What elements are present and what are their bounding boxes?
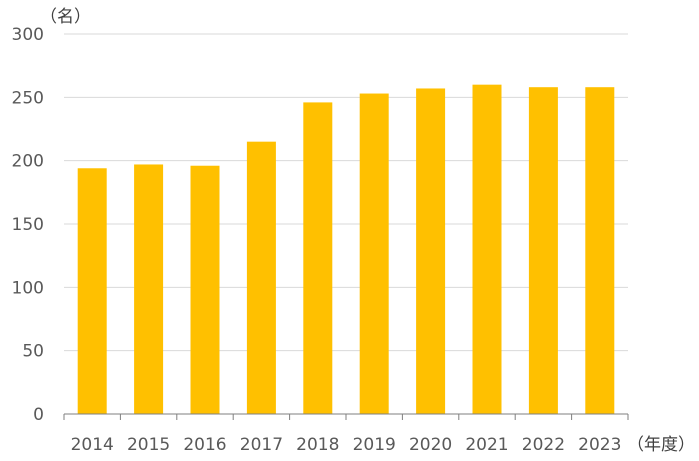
y-tick-label: 0: [33, 405, 44, 425]
bars: [77, 84, 615, 415]
x-tick-label: 2014: [71, 435, 114, 455]
y-tick-labels: 0 50 100 150 200 250 300: [12, 25, 44, 425]
x-tick-label: 2019: [353, 435, 396, 455]
y-tick-label: 100: [12, 278, 44, 298]
y-tick-label: 50: [22, 342, 44, 362]
axes: [63, 413, 629, 420]
x-tick-label: 2021: [465, 435, 508, 455]
y-tick-label: 300: [12, 25, 44, 45]
bar-2021: [472, 84, 502, 415]
bar-2018: [303, 102, 333, 415]
bar-2017: [246, 141, 276, 414]
bar-2019: [359, 93, 389, 415]
bar-2023: [585, 87, 615, 414]
y-unit-label: （名）: [40, 7, 91, 27]
bar-2022: [528, 87, 558, 414]
x-tick-labels: 2014 2015 2016 2017 2018 2019 2020 2021 2022 2023: [71, 435, 622, 455]
y-tick-label: 200: [12, 152, 44, 172]
x-tick-label: 2015: [127, 435, 170, 455]
bar-2016: [190, 165, 220, 414]
x-tick-label: 2018: [296, 435, 339, 455]
y-tick-label: 250: [12, 88, 44, 108]
x-unit-label: （年度）: [627, 435, 695, 455]
bar-2020: [416, 88, 446, 414]
x-tick-label: 2023: [578, 435, 621, 455]
bar-2015: [134, 164, 164, 414]
x-tick-label: 2017: [240, 435, 283, 455]
x-tick-label: 2022: [522, 435, 565, 455]
y-tick-label: 150: [12, 215, 44, 235]
x-tick-label: 2020: [409, 435, 452, 455]
x-tick-label: 2016: [183, 435, 226, 455]
bar-2014: [77, 168, 107, 414]
